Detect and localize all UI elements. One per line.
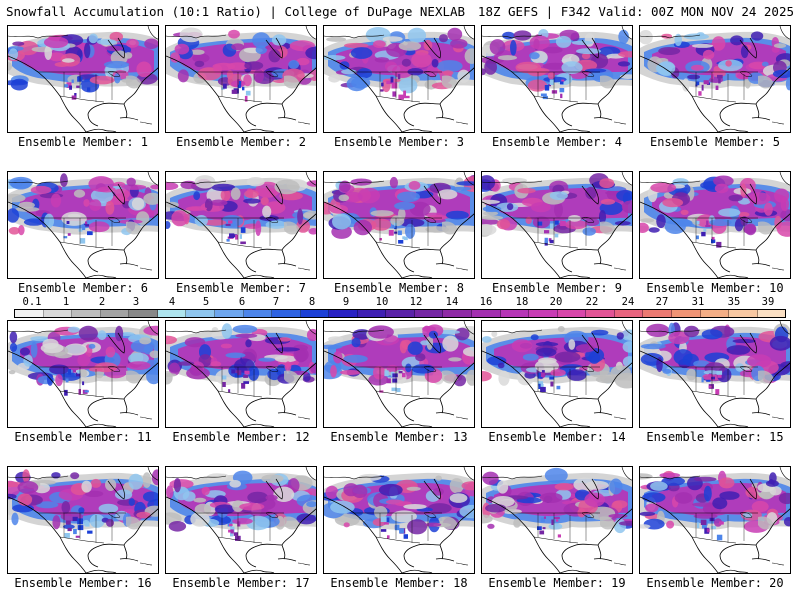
ensemble-member-label: Ensemble Member: 15 [646,430,784,444]
ensemble-member-label: Ensemble Member: 3 [333,135,465,149]
colorbar-labels: 0.1 1 2 3 4 5 6 7 8 9 10 12 14 16 18 20 22 24 27 31 35 39 [14,296,786,308]
ensemble-member-label: Ensemble Member: 9 [491,281,623,295]
colorbar-swatch [757,310,786,317]
colorbar-tick-label: 24 [621,296,635,308]
ensemble-member-label: Ensemble Member: 14 [488,430,626,444]
colorbar-swatch [500,310,530,317]
colorbar-swatch [272,310,301,317]
colorbar-tick-label: 8 [308,296,316,308]
ensemble-member-map [165,466,317,574]
colorbar-tick-label: 9 [342,296,350,308]
colorbar-swatch [329,310,358,317]
colorbar-tick-label: 0.1 [22,296,42,308]
ensemble-member-label: Ensemble Member: 10 [646,281,784,295]
colorbar-tick-label: 1 [62,296,70,308]
colorbar-tick-label: 16 [479,296,493,308]
ensemble-member-label: Ensemble Member: 4 [491,135,623,149]
colorbar-tick-label: 18 [515,296,529,308]
colorbar-tick-label: 6 [238,296,246,308]
ensemble-member-label: Ensemble Member: 7 [175,281,307,295]
colorbar [14,309,786,318]
ensemble-member-map [323,320,475,428]
colorbar-swatch [586,310,615,317]
ensemble-member-map [7,25,159,133]
colorbar-tick-label: 39 [761,296,775,308]
ensemble-member-map [639,320,791,428]
colorbar-tick-label: 22 [585,296,599,308]
colorbar-swatch [700,310,730,317]
ensemble-member-map [7,320,159,428]
colorbar-swatch [386,310,415,317]
colorbar-tick-label: 35 [727,296,741,308]
ensemble-member-label: Ensemble Member: 2 [175,135,307,149]
ensemble-member-map [481,25,633,133]
colorbar-swatch [243,310,273,317]
colorbar-swatch [414,310,444,317]
colorbar-tick-label: 4 [168,296,176,308]
ensemble-member-map [639,171,791,279]
ensemble-member-label: Ensemble Member: 18 [330,576,468,590]
colorbar-swatch [443,310,472,317]
colorbar-tick-label: 7 [272,296,280,308]
ensemble-member-label: Ensemble Member: 6 [17,281,149,295]
colorbar-tick-label: 12 [409,296,423,308]
ensemble-member-label: Ensemble Member: 20 [646,576,784,590]
ensemble-member-map [7,466,159,574]
ensemble-member-map [481,320,633,428]
colorbar-swatch [157,310,187,317]
ensemble-member-map [323,25,475,133]
ensemble-member-map [481,466,633,574]
colorbar-tick-label: 20 [549,296,563,308]
ensemble-member-label: Ensemble Member: 12 [172,430,310,444]
ensemble-member-label: Ensemble Member: 5 [649,135,781,149]
colorbar-swatch [43,310,73,317]
colorbar-swatch [15,310,44,317]
ensemble-member-map [165,320,317,428]
colorbar-swatch [100,310,130,317]
colorbar-swatch [186,310,215,317]
colorbar-swatch [614,310,644,317]
ensemble-member-map [323,466,475,574]
colorbar-tick-label: 5 [202,296,210,308]
ensemble-member-label: Ensemble Member: 19 [488,576,626,590]
ensemble-member-label: Ensemble Member: 11 [14,430,152,444]
colorbar-swatch [300,310,330,317]
header-run-info: 18Z GEFS | F342 Valid: 00Z MON NOV 24 20… [477,4,794,19]
ensemble-member-map [639,25,791,133]
colorbar-swatch [729,310,758,317]
colorbar-swatch [643,310,672,317]
header-title: Snowfall Accumulation (10:1 Ratio) | Col… [6,4,466,19]
ensemble-member-map [165,171,317,279]
colorbar-swatch [129,310,158,317]
ensemble-member-label: Ensemble Member: 17 [172,576,310,590]
colorbar-swatch [557,310,587,317]
ensemble-member-map [323,171,475,279]
colorbar-tick-label: 31 [691,296,705,308]
ensemble-member-label: Ensemble Member: 16 [14,576,152,590]
ensemble-member-label: Ensemble Member: 1 [17,135,149,149]
colorbar-tick-label: 10 [375,296,389,308]
colorbar-swatch [214,310,244,317]
colorbar-swatch [357,310,387,317]
colorbar-tick-label: 27 [655,296,669,308]
colorbar-swatch [529,310,558,317]
colorbar-swatch [72,310,101,317]
ensemble-member-map [165,25,317,133]
ensemble-member-label: Ensemble Member: 13 [330,430,468,444]
colorbar-tick-label: 3 [132,296,140,308]
colorbar-swatch [671,310,701,317]
ensemble-member-map [7,171,159,279]
colorbar-tick-label: 2 [98,296,106,308]
colorbar-swatch [472,310,501,317]
ensemble-member-map [481,171,633,279]
ensemble-member-map [639,466,791,574]
colorbar-tick-label: 14 [445,296,459,308]
ensemble-member-label: Ensemble Member: 8 [333,281,465,295]
